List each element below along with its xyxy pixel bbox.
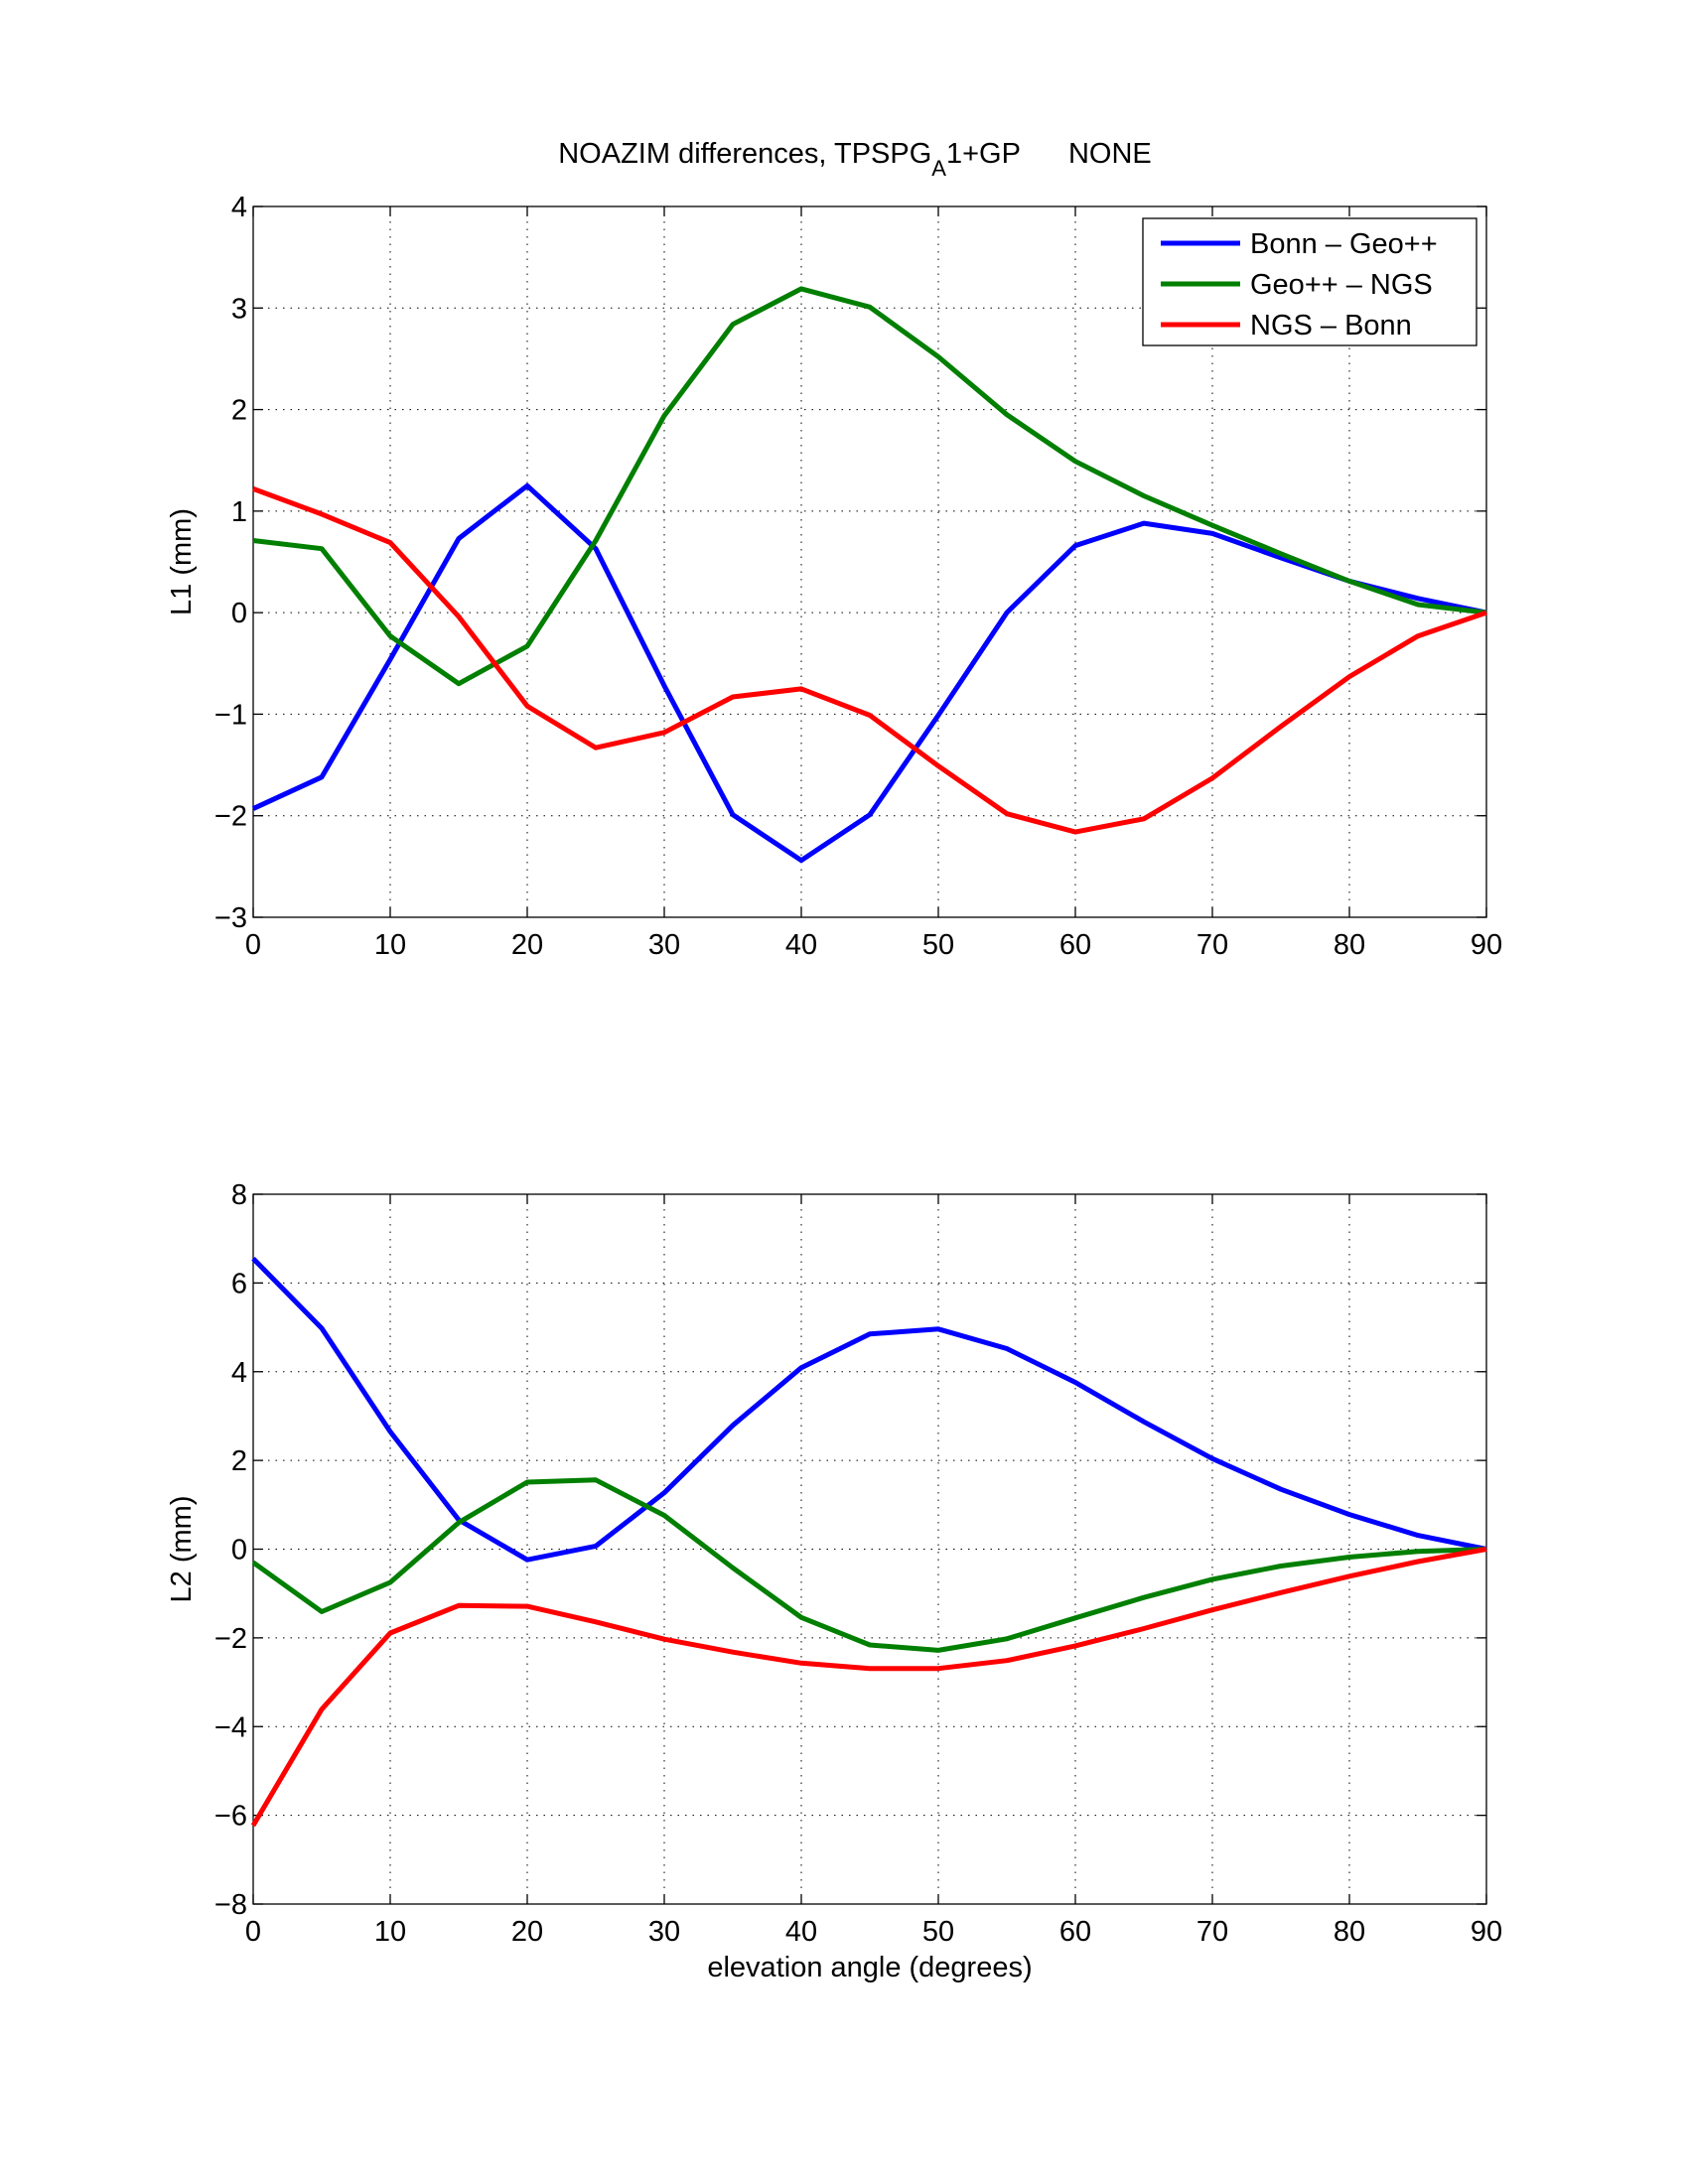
x-tick-label: 0 xyxy=(245,929,261,961)
y-tick-label: −2 xyxy=(214,1623,247,1655)
y-tick-label: −2 xyxy=(214,801,247,833)
y-tick-label: 0 xyxy=(231,1535,247,1567)
legend-entry: Geo++ – NGS xyxy=(1250,269,1433,301)
plot-l2: 0 10 20 30 40 50 60 70 80 90 −8 −6 −4 −2 0 2 4 6 8 L2 (mm) e… xyxy=(166,1179,1502,1983)
y-tick-label: 2 xyxy=(231,395,247,427)
figure-title: NOAZIM differences, TPSPGA1+GP NONE xyxy=(558,138,1152,181)
series-line-geo-ngs xyxy=(251,1477,1487,1653)
y-tick-label: 6 xyxy=(231,1268,247,1299)
x-tick-label: 20 xyxy=(511,929,543,961)
legend-entry: Bonn – Geo++ xyxy=(1250,228,1438,260)
y-tick-label: −6 xyxy=(214,1801,247,1833)
y-tick-label: 3 xyxy=(231,293,247,325)
x-axis-label: elevation angle (degrees) xyxy=(707,1952,1032,1983)
x-tick-label: 40 xyxy=(785,929,817,961)
x-tick-label: 20 xyxy=(511,1916,543,1948)
series-line-bonn-geo xyxy=(251,482,1487,864)
x-tick-label: 50 xyxy=(922,929,954,961)
x-tick-label: 50 xyxy=(922,1916,954,1948)
y-tick-label: −1 xyxy=(214,699,247,731)
x-tick-label: 40 xyxy=(785,1916,817,1948)
x-tick-label: 0 xyxy=(245,1916,261,1948)
x-tick-label: 30 xyxy=(648,929,680,961)
figure-title-main: NOAZIM differences, TPSPG xyxy=(558,138,931,170)
figure-title-after-subscript: 1+GP xyxy=(946,138,1021,170)
y-tick-label: 1 xyxy=(231,496,247,528)
figure-title-suffix: NONE xyxy=(1068,138,1152,170)
axes-box xyxy=(252,205,1487,918)
x-tick-label: 60 xyxy=(1059,1916,1091,1948)
y-tick-label: −3 xyxy=(214,902,247,934)
y-tick-label: 8 xyxy=(231,1179,247,1211)
plot-l1: 0 10 20 30 40 50 60 70 80 90 −3 −2 −1 0 1 2 3 4 L1 (mm) Bon… xyxy=(166,192,1502,961)
series-line-ngs-bonn xyxy=(252,486,1487,835)
x-tick-label: 90 xyxy=(1471,929,1502,961)
y-tick-label: −8 xyxy=(214,1889,247,1921)
y-axis-label: L1 (mm) xyxy=(166,508,198,615)
x-tick-label: 30 xyxy=(648,1916,680,1948)
legend: Bonn – Geo++ Geo++ – NGS NGS – Bonn xyxy=(1142,217,1477,346)
series-line-geo-ngs xyxy=(252,286,1487,687)
y-tick-label: 2 xyxy=(231,1445,247,1477)
y-tick-label: −4 xyxy=(214,1711,247,1743)
y-tick-label: 0 xyxy=(231,598,247,629)
y-axis-label: L2 (mm) xyxy=(166,1496,198,1603)
x-tick-label: 80 xyxy=(1334,929,1365,961)
x-tick-label: 70 xyxy=(1196,929,1228,961)
series-line-ngs-bonn xyxy=(250,1547,1487,1828)
x-tick-label: 10 xyxy=(374,929,406,961)
x-tick-label: 90 xyxy=(1471,1916,1502,1948)
x-tick-label: 60 xyxy=(1059,929,1091,961)
x-tick-label: 70 xyxy=(1196,1916,1228,1948)
x-tick-label: 80 xyxy=(1334,1916,1365,1948)
figure-title-subscript: A xyxy=(931,156,946,181)
x-tick-label: 10 xyxy=(374,1916,406,1948)
legend-entry: NGS – Bonn xyxy=(1250,310,1412,341)
y-tick-label: 4 xyxy=(231,1357,247,1389)
y-tick-label: 4 xyxy=(231,192,247,223)
